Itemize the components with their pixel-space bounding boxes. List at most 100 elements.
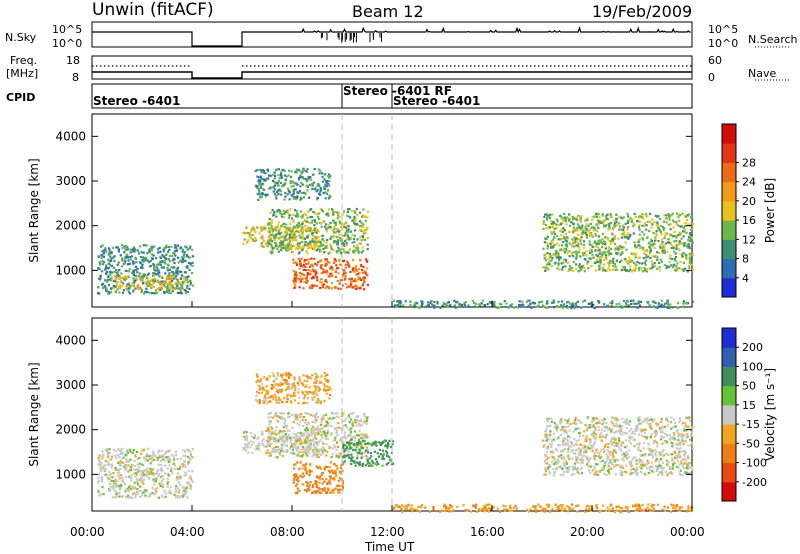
power-cell (363, 238, 366, 241)
velocity-cell (274, 396, 278, 399)
power-cell (272, 214, 275, 217)
velocity-cell (544, 439, 547, 442)
velocity-cell (280, 415, 283, 418)
velocity-cell (121, 461, 124, 464)
power-cell (638, 233, 641, 236)
velocity-cell (148, 456, 151, 459)
velocity-cell (390, 446, 393, 449)
power-cell (317, 261, 320, 264)
velocity-cell (271, 385, 274, 389)
velocity-cell (306, 450, 309, 453)
power-cell (463, 303, 466, 306)
velocity-cell (375, 463, 379, 466)
power-cell (627, 221, 630, 224)
velocity-cell (279, 450, 282, 453)
power-cell (656, 251, 659, 254)
velocity-cell (293, 378, 296, 381)
velocity-cell (307, 421, 310, 424)
power-cell (585, 234, 588, 237)
power-cell (319, 207, 322, 211)
power-cell (108, 252, 111, 255)
power-cell (617, 248, 620, 251)
velocity-cell (112, 448, 116, 451)
velocity-cell (288, 376, 291, 379)
velocity-cell (140, 474, 143, 477)
velocity-cell (297, 437, 300, 440)
velocity-cell (308, 470, 311, 473)
velocity-cell (142, 482, 145, 485)
power-cell (304, 193, 307, 196)
power-cell (304, 277, 307, 280)
power-cell (577, 305, 580, 309)
power-cell (276, 181, 279, 184)
velocity-cell (330, 469, 333, 472)
power-cell (276, 236, 279, 239)
power-cell (663, 251, 666, 255)
power-cell (635, 246, 638, 249)
power-cell (627, 304, 630, 307)
power-cell (673, 258, 676, 261)
power-cell (480, 302, 483, 305)
power-cell (429, 301, 432, 304)
power-cell (104, 268, 107, 271)
power-cell (146, 282, 149, 285)
power-cell (167, 291, 170, 294)
velocity-cell (164, 464, 167, 467)
power-cell (340, 226, 343, 229)
power-cell (286, 233, 289, 236)
power-cell (307, 234, 310, 237)
velocity-cell (343, 451, 346, 454)
velocity-cell (258, 445, 261, 448)
power-cell (270, 174, 273, 177)
velocity-cell (375, 444, 378, 447)
velocity-cell (319, 381, 322, 384)
velocity-cell (121, 495, 124, 498)
power-cell (311, 286, 314, 289)
power-cell (601, 221, 604, 224)
power-cell (517, 306, 520, 309)
velocity-cell (187, 463, 190, 466)
power-cell (344, 232, 347, 235)
power-cell (315, 190, 318, 193)
velocity-cell (315, 447, 318, 450)
velocity-cell (294, 415, 298, 418)
power-cell (673, 264, 676, 267)
power-cell (258, 179, 261, 182)
power-cell (575, 252, 578, 255)
velocity-cell (378, 448, 381, 451)
velocity-cell (269, 434, 272, 437)
power-cell (346, 214, 349, 217)
velocity-cell (117, 484, 121, 487)
power-cell (329, 237, 332, 240)
velocity-cell (676, 429, 679, 432)
power-cell (186, 286, 189, 289)
power-cell (615, 217, 618, 220)
velocity-cell (137, 470, 140, 473)
power-cell (564, 260, 567, 263)
power-cell (578, 248, 581, 251)
power-cell (253, 228, 256, 231)
power-cell (364, 272, 368, 275)
power-cell (132, 277, 135, 280)
power-cell (594, 233, 597, 236)
velocity-cell (301, 448, 304, 451)
power-cell (648, 220, 651, 223)
velocity-cell (271, 431, 274, 434)
power-cell (320, 259, 323, 262)
power-cell (315, 244, 318, 247)
power-cell (295, 235, 298, 238)
velocity-cell (343, 431, 347, 434)
power-cell (588, 249, 591, 252)
velocity-cell (343, 454, 346, 457)
velocity-cell (344, 436, 347, 439)
power-cell (545, 266, 548, 269)
velocity-cell (173, 493, 176, 496)
velocity-cell (114, 466, 117, 469)
power-cell (686, 214, 689, 217)
power-cell (148, 250, 151, 253)
power-cell (528, 299, 531, 302)
power-cell (601, 243, 605, 246)
velocity-cell (365, 433, 368, 436)
power-cell (269, 228, 272, 231)
power-cell (627, 232, 630, 235)
